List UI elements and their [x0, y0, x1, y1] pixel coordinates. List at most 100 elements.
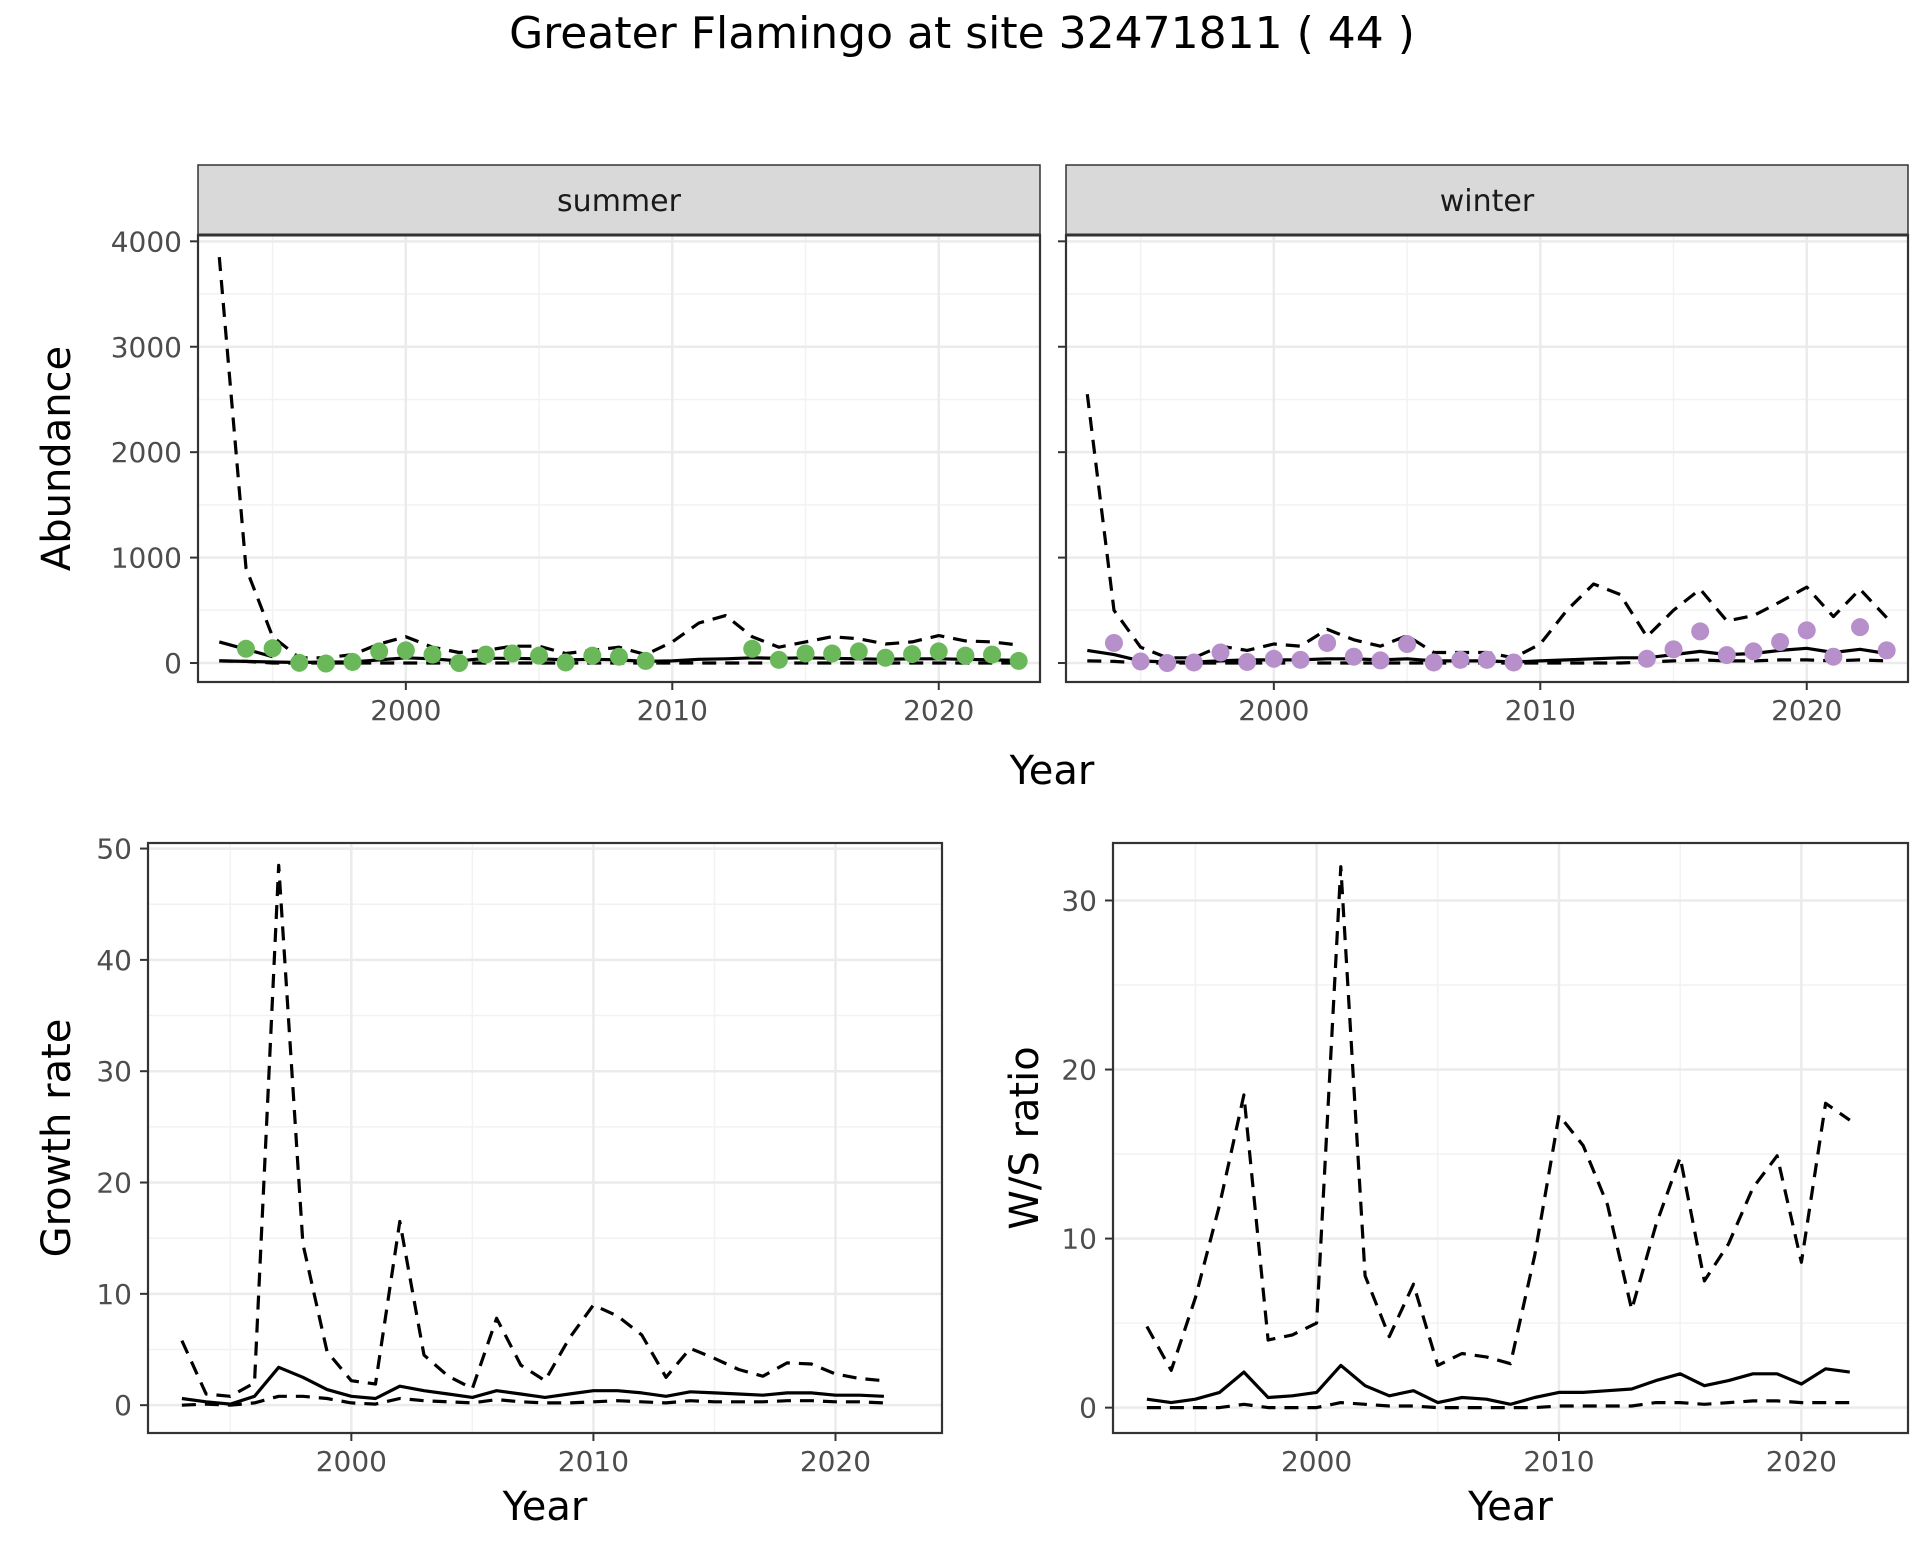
growth-x-tick-label: 2000: [316, 1445, 387, 1478]
ratio-y-tick-label: 20: [1061, 1054, 1097, 1087]
winter-data-point: [1318, 633, 1337, 652]
growth-mean-line: [181, 1365, 884, 1406]
winter-data-point: [1877, 641, 1896, 660]
winter-data-point: [1691, 622, 1710, 641]
summer-panel-border: [196, 233, 1042, 684]
growth-y-tick-label: 50: [96, 833, 132, 866]
winter-data-point: [1211, 643, 1230, 662]
summer-data-point: [983, 645, 1002, 664]
winter-data-point: [1637, 649, 1656, 668]
shared-x-axis-title: Year: [1009, 748, 1095, 794]
winter-x-tick-label: 2020: [1771, 694, 1842, 727]
summer-y-axis-title: Abundance: [34, 346, 80, 571]
winter-data-point: [1238, 652, 1257, 671]
summer-data-point: [263, 639, 282, 658]
ratio-panel: 2000 2010 2020 0 10 20 30 W/S ratio Year: [1002, 841, 1910, 1530]
ratio-upper-bound-line: [1145, 865, 1851, 1372]
winter-data-point: [1264, 649, 1283, 668]
growth-x-tick-label: 2020: [800, 1445, 871, 1478]
winter-data-point: [1824, 647, 1843, 666]
summer-data-point: [556, 653, 575, 672]
ratio-y-tick-label: 10: [1061, 1223, 1097, 1256]
ratio-mean-line: [1146, 1363, 1851, 1406]
ratio-lower-bound-line: [1146, 1399, 1850, 1410]
summer-data-point: [236, 639, 255, 658]
winter-data-point: [1344, 647, 1363, 666]
growth-panel-border: [146, 841, 944, 1435]
summer-data-point: [823, 644, 842, 663]
summer-data-point: [343, 652, 362, 671]
summer-data-point: [476, 645, 495, 664]
growth-x-axis-title: Year: [502, 1484, 588, 1530]
summer-y-tick-label: 3000: [111, 331, 182, 364]
summer-data-point: [849, 642, 868, 661]
ratio-x-axis-title: Year: [1467, 1484, 1553, 1530]
growth-y-tick-label: 10: [96, 1278, 132, 1311]
growth-panel: 2000 2010 2020 0 10 20 30 40 50 Growth rate Year: [34, 833, 944, 1530]
summer-x-tick-label: 2000: [370, 694, 441, 727]
summer-data-point: [956, 646, 975, 665]
summer-y-tick-label: 1000: [111, 542, 182, 575]
growth-y-tick-label: 20: [96, 1167, 132, 1200]
growth-y-tick-label: 40: [96, 944, 132, 977]
ratio-x-tick-label: 2020: [1766, 1445, 1837, 1478]
summer-strip-label: summer: [557, 184, 682, 219]
summer-data-point: [769, 650, 788, 669]
growth-y-axis-title: Growth rate: [34, 1019, 80, 1258]
winter-data-point: [1424, 653, 1443, 672]
summer-y-tick-label: 4000: [111, 225, 182, 258]
ratio-y-tick-label: 0: [1079, 1392, 1097, 1425]
winter-data-point: [1131, 652, 1150, 671]
summer-data-point: [796, 644, 815, 663]
growth-x-tick-label: 2010: [558, 1445, 629, 1478]
summer-plot-area: [198, 235, 1040, 682]
winter-data-point: [1184, 653, 1203, 672]
ratio-panel-border: [1111, 841, 1910, 1435]
winter-data-point: [1371, 651, 1390, 670]
ratio-x-tick-label: 2010: [1523, 1445, 1594, 1478]
winter-data-point: [1451, 650, 1470, 669]
figure-title: Greater Flamingo at site 32471811 ( 44 ): [509, 8, 1415, 59]
winter-x-tick-label: 2010: [1505, 694, 1576, 727]
summer-data-point: [610, 647, 628, 666]
summer-data-point: [423, 645, 442, 664]
summer-data-point: [370, 642, 389, 661]
ratio-y-axis-title: W/S ratio: [1002, 1046, 1048, 1229]
summer-data-point: [636, 651, 655, 670]
winter-data-point: [1398, 635, 1417, 654]
winter-data-point: [1104, 633, 1123, 652]
summer-data-point: [743, 639, 762, 658]
summer-data-point: [903, 645, 922, 664]
winter-data-point: [1158, 654, 1177, 673]
summer-data-point: [530, 646, 549, 665]
winter-panel: winter 2000 2010 2020: [1058, 164, 1910, 727]
summer-data-point: [929, 642, 948, 661]
summer-strip: [197, 164, 1041, 236]
winter-panel-border: [1064, 233, 1910, 684]
summer-y-tick-label: 2000: [111, 436, 182, 469]
winter-x-tick-label: 2000: [1238, 694, 1309, 727]
growth-plot-area: [148, 843, 942, 1433]
winter-data-point: [1771, 632, 1790, 651]
winter-strip-label: winter: [1440, 184, 1535, 219]
growth-y-tick-label: 30: [96, 1055, 132, 1088]
winter-strip: [1065, 164, 1909, 236]
winter-data-point: [1291, 650, 1310, 669]
summer-panel: summer 2000 2010 2020 0 1000 2000 3000 4000 Abund…: [34, 164, 1042, 727]
winter-data-point: [1744, 642, 1763, 661]
winter-data-point: [1504, 653, 1523, 672]
ratio-y-tick-label: 30: [1061, 884, 1097, 917]
summer-x-tick-label: 2010: [637, 694, 708, 727]
winter-data-point: [1664, 640, 1683, 659]
summer-data-point: [316, 654, 335, 673]
summer-data-point: [396, 641, 415, 660]
summer-data-point: [290, 653, 309, 672]
ratio-plot-area: [1113, 843, 1908, 1433]
ratio-x-tick-label: 2000: [1281, 1445, 1352, 1478]
growth-y-tick-label: 0: [114, 1389, 132, 1422]
winter-data-point: [1478, 650, 1496, 669]
summer-x-tick-label: 2020: [903, 694, 974, 727]
growth-lower-bound-line: [181, 1394, 884, 1407]
